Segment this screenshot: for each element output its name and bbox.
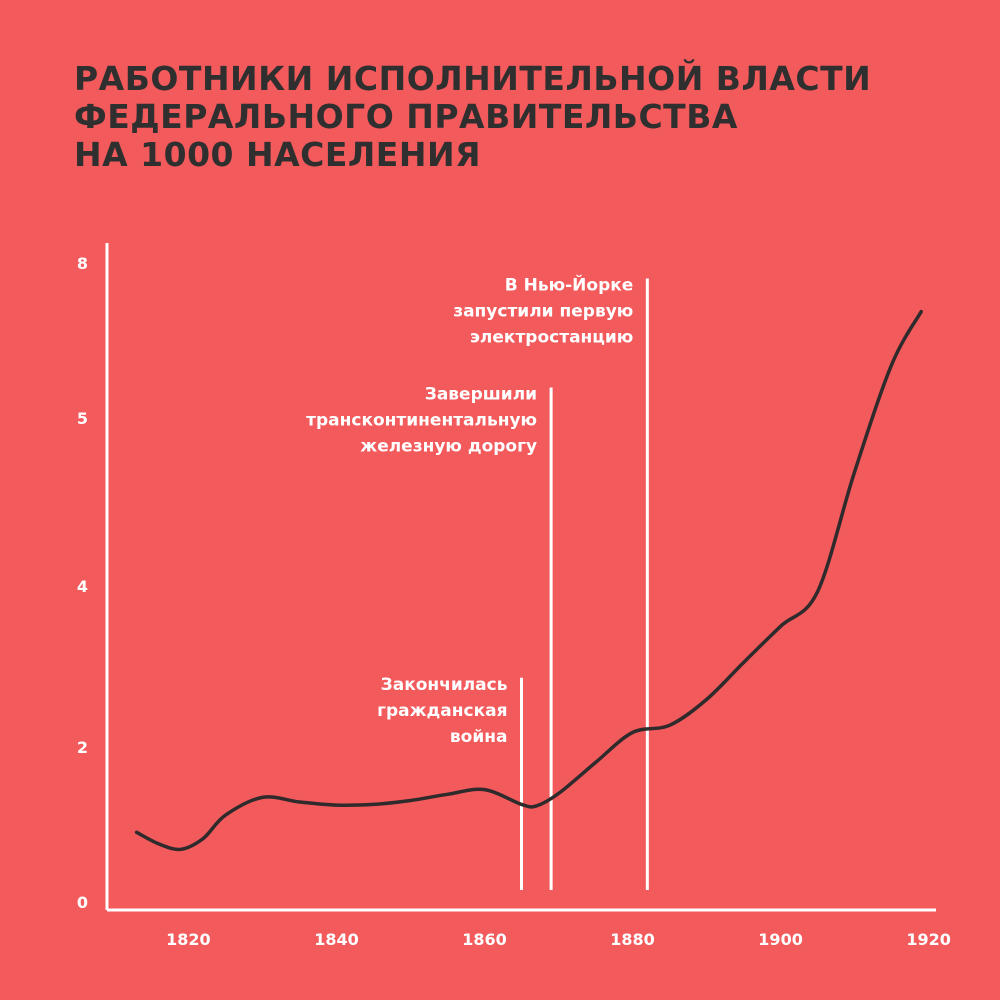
annotation-label: В Нью-Йорке [505,274,634,296]
y-axis-ticks: 0 2 4 5 8 [77,254,88,912]
x-tick-label: 1900 [758,930,803,949]
axes [105,243,936,912]
annotation-label: трансконтинентальную [306,411,537,431]
annotation-label: гражданская [377,701,507,721]
annotation-label: железную дорогу [360,437,537,457]
y-tick-label: 2 [77,738,88,757]
title-line: НА 1000 НАСЕЛЕНИЯ [74,135,481,174]
annotation-label: запустили первую [453,302,633,322]
title-line: ФЕДЕРАЛЬНОГО ПРАВИТЕЛЬСТВА [74,97,738,136]
annotation-label: Закончилась [381,675,508,695]
x-tick-label: 1920 [906,930,951,949]
annotation-label: Завершили [425,385,537,405]
annotation-label: электростанцию [470,328,633,348]
x-tick-label: 1880 [610,930,655,949]
annotations: Закончилась гражданская война Завершили тран… [306,274,649,890]
series-group [134,309,923,852]
chart-title: РАБОТНИКИ ИСПОЛНИТЕЛЬНОЙ ВЛАСТИ ФЕДЕРАЛЬ… [74,60,871,174]
x-tick-label: 1840 [314,930,359,949]
y-tick-label: 8 [77,254,88,273]
x-tick-label: 1820 [166,930,211,949]
series-line [134,309,923,852]
annotation-label: война [450,727,508,747]
y-tick-label: 0 [77,893,88,912]
x-tick-label: 1860 [462,930,507,949]
y-tick-label: 5 [77,409,88,428]
x-axis-ticks: 1820 1840 1860 1880 1900 1920 [166,930,951,949]
y-tick-label: 4 [77,577,88,596]
title-line: РАБОТНИКИ ИСПОЛНИТЕЛЬНОЙ ВЛАСТИ [74,59,872,98]
